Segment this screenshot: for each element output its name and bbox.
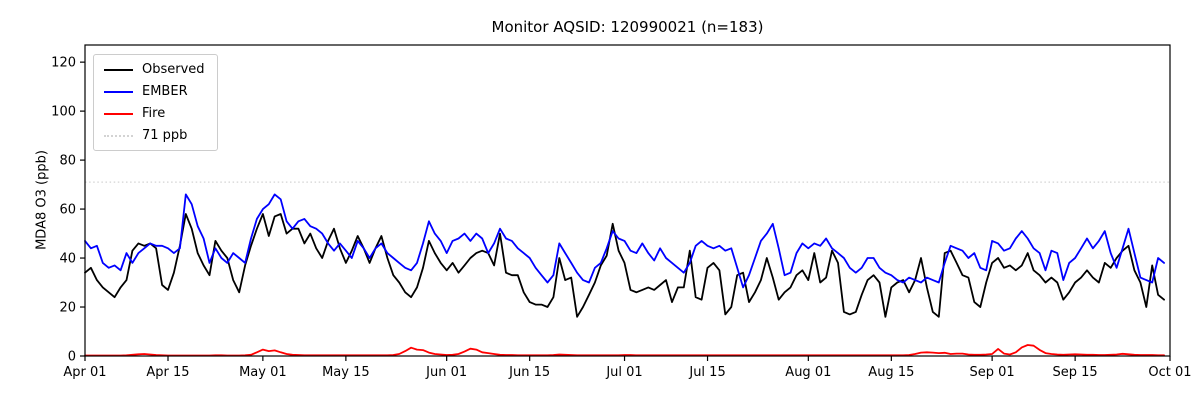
legend-item-observed: Observed (104, 62, 205, 77)
y-tick-label: 120 (51, 56, 76, 71)
x-tick-label: Oct 01 (1148, 365, 1191, 380)
x-tick-label: Jun 15 (508, 365, 550, 380)
legend-item-fire: Fire (104, 106, 205, 121)
threshold-line-swatch (104, 134, 133, 137)
observed-line (84, 213, 1165, 318)
plot-border (84, 44, 1171, 357)
y-tick-label: 100 (51, 105, 76, 120)
x-tick-label: Jul 15 (688, 365, 725, 380)
x-tick-label: Aug 15 (868, 365, 914, 380)
x-tick-label: May 01 (239, 365, 287, 380)
legend-label: Fire (142, 106, 166, 121)
legend-item-threshold: 71 ppb (104, 128, 205, 143)
observed-line-swatch (104, 68, 133, 71)
y-tick-label: 20 (59, 301, 76, 316)
x-tick-label: Jun 01 (425, 365, 467, 380)
legend-label: EMBER (142, 84, 188, 99)
x-tick-label: May 15 (322, 365, 370, 380)
ember-line (84, 193, 1165, 289)
y-tick-label: 80 (59, 154, 76, 169)
fire-line (84, 344, 1165, 357)
x-tick-label: Aug 01 (785, 365, 831, 380)
y-tick-label: 40 (59, 252, 76, 267)
legend: Observed EMBER Fire 71 ppb (93, 54, 218, 151)
legend-label: Observed (142, 62, 205, 77)
x-tick-label: Sep 15 (1053, 365, 1098, 380)
x-tick-label: Apr 15 (146, 365, 189, 380)
x-tick-label: Sep 01 (970, 365, 1015, 380)
x-tick-label: Jul 01 (605, 365, 642, 380)
y-tick-label: 60 (59, 203, 76, 218)
y-tick-label: 0 (68, 350, 76, 365)
fire-line-swatch (104, 112, 133, 115)
x-tick-label: Apr 01 (63, 365, 106, 380)
legend-item-ember: EMBER (104, 84, 205, 99)
ember-line-swatch (104, 90, 133, 93)
chart-title: Monitor AQSID: 120990021 (n=183) (491, 18, 764, 36)
legend-label: 71 ppb (142, 128, 188, 143)
